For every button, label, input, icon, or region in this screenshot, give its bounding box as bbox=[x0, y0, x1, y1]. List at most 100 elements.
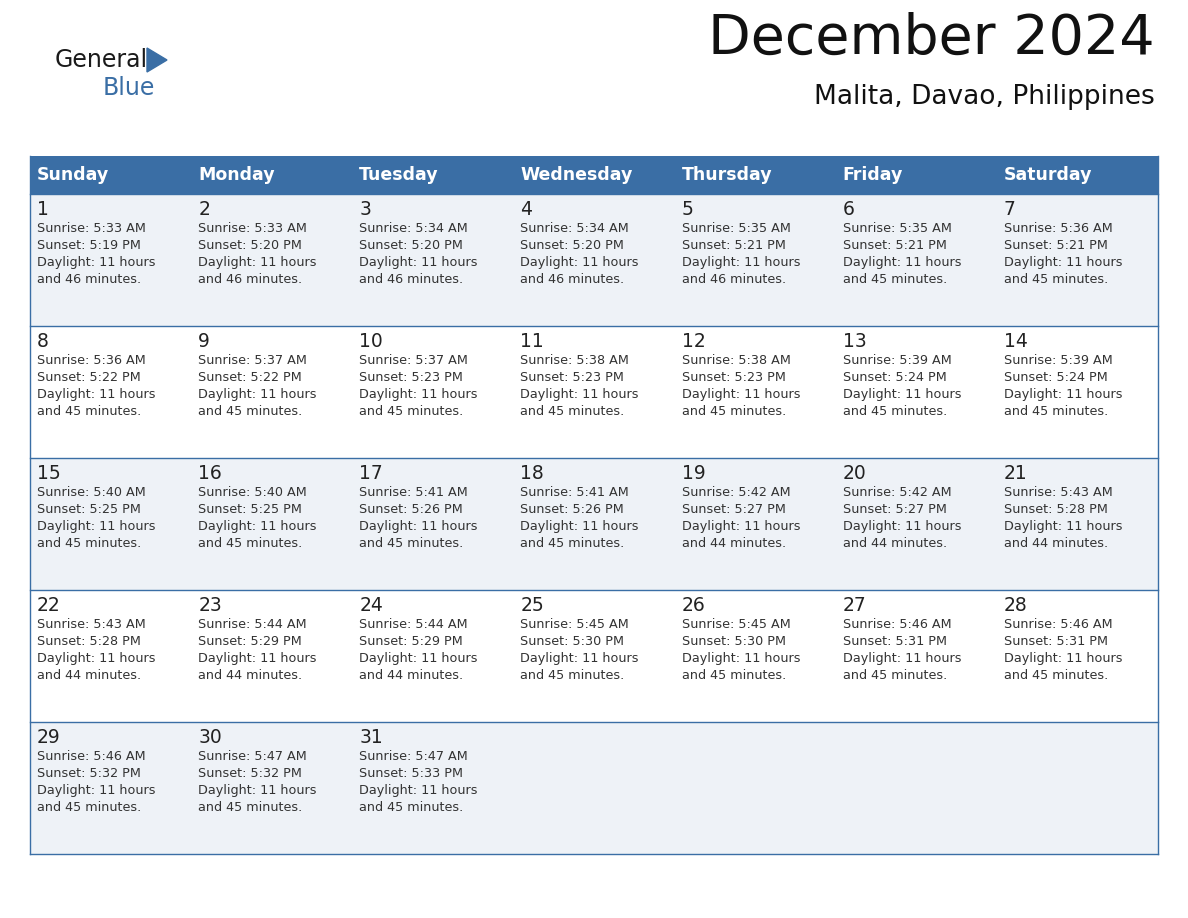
Text: 26: 26 bbox=[682, 596, 706, 615]
Text: Daylight: 11 hours: Daylight: 11 hours bbox=[37, 256, 156, 269]
Text: Tuesday: Tuesday bbox=[359, 166, 438, 184]
Text: Sunset: 5:21 PM: Sunset: 5:21 PM bbox=[842, 239, 947, 252]
Text: Sunrise: 5:34 AM: Sunrise: 5:34 AM bbox=[359, 222, 468, 235]
Text: 30: 30 bbox=[198, 728, 222, 747]
Bar bbox=[353, 156, 513, 194]
Bar bbox=[30, 590, 191, 722]
Text: and 45 minutes.: and 45 minutes. bbox=[1004, 669, 1108, 682]
Text: Sunset: 5:21 PM: Sunset: 5:21 PM bbox=[682, 239, 785, 252]
Text: 3: 3 bbox=[359, 200, 371, 219]
Text: General: General bbox=[55, 48, 148, 72]
Text: Daylight: 11 hours: Daylight: 11 hours bbox=[359, 256, 478, 269]
Polygon shape bbox=[147, 48, 168, 72]
Bar bbox=[30, 194, 191, 326]
Text: and 45 minutes.: and 45 minutes. bbox=[520, 669, 625, 682]
Text: 29: 29 bbox=[37, 728, 61, 747]
Text: Sunrise: 5:43 AM: Sunrise: 5:43 AM bbox=[37, 618, 146, 631]
Text: Daylight: 11 hours: Daylight: 11 hours bbox=[520, 652, 639, 665]
Text: and 45 minutes.: and 45 minutes. bbox=[198, 801, 303, 814]
Text: Sunset: 5:22 PM: Sunset: 5:22 PM bbox=[198, 371, 302, 384]
Text: Sunset: 5:25 PM: Sunset: 5:25 PM bbox=[198, 503, 302, 516]
Text: Sunrise: 5:44 AM: Sunrise: 5:44 AM bbox=[198, 618, 307, 631]
Bar bbox=[191, 156, 353, 194]
Text: Sunrise: 5:34 AM: Sunrise: 5:34 AM bbox=[520, 222, 630, 235]
Text: Daylight: 11 hours: Daylight: 11 hours bbox=[1004, 520, 1123, 533]
Text: Sunset: 5:23 PM: Sunset: 5:23 PM bbox=[682, 371, 785, 384]
Text: Sunset: 5:20 PM: Sunset: 5:20 PM bbox=[520, 239, 625, 252]
Text: 12: 12 bbox=[682, 332, 706, 351]
Text: 13: 13 bbox=[842, 332, 866, 351]
Bar bbox=[353, 590, 513, 722]
Text: Sunrise: 5:35 AM: Sunrise: 5:35 AM bbox=[682, 222, 790, 235]
Text: Sunrise: 5:39 AM: Sunrise: 5:39 AM bbox=[1004, 354, 1113, 367]
Text: and 45 minutes.: and 45 minutes. bbox=[359, 405, 463, 418]
Bar bbox=[675, 326, 835, 458]
Text: 16: 16 bbox=[198, 464, 222, 483]
Bar bbox=[353, 458, 513, 590]
Text: Saturday: Saturday bbox=[1004, 166, 1092, 184]
Text: Sunrise: 5:36 AM: Sunrise: 5:36 AM bbox=[37, 354, 146, 367]
Text: and 46 minutes.: and 46 minutes. bbox=[520, 273, 625, 286]
Text: Daylight: 11 hours: Daylight: 11 hours bbox=[1004, 388, 1123, 401]
Text: Sunset: 5:29 PM: Sunset: 5:29 PM bbox=[198, 635, 302, 648]
Text: and 45 minutes.: and 45 minutes. bbox=[842, 405, 947, 418]
Text: 15: 15 bbox=[37, 464, 61, 483]
Text: Sunrise: 5:47 AM: Sunrise: 5:47 AM bbox=[359, 750, 468, 763]
Text: 18: 18 bbox=[520, 464, 544, 483]
Text: Sunset: 5:32 PM: Sunset: 5:32 PM bbox=[37, 767, 141, 780]
Bar bbox=[513, 156, 675, 194]
Text: 24: 24 bbox=[359, 596, 384, 615]
Text: Sunset: 5:31 PM: Sunset: 5:31 PM bbox=[1004, 635, 1108, 648]
Text: 17: 17 bbox=[359, 464, 383, 483]
Text: Sunrise: 5:35 AM: Sunrise: 5:35 AM bbox=[842, 222, 952, 235]
Text: and 46 minutes.: and 46 minutes. bbox=[37, 273, 141, 286]
Text: 10: 10 bbox=[359, 332, 383, 351]
Bar bbox=[997, 458, 1158, 590]
Bar bbox=[513, 458, 675, 590]
Text: 8: 8 bbox=[37, 332, 49, 351]
Text: Daylight: 11 hours: Daylight: 11 hours bbox=[37, 520, 156, 533]
Text: Sunrise: 5:46 AM: Sunrise: 5:46 AM bbox=[842, 618, 952, 631]
Text: and 45 minutes.: and 45 minutes. bbox=[359, 801, 463, 814]
Text: Sunrise: 5:40 AM: Sunrise: 5:40 AM bbox=[198, 486, 307, 499]
Text: Blue: Blue bbox=[103, 76, 156, 100]
Text: Sunrise: 5:40 AM: Sunrise: 5:40 AM bbox=[37, 486, 146, 499]
Text: Daylight: 11 hours: Daylight: 11 hours bbox=[842, 256, 961, 269]
Text: Sunrise: 5:36 AM: Sunrise: 5:36 AM bbox=[1004, 222, 1113, 235]
Text: Sunset: 5:22 PM: Sunset: 5:22 PM bbox=[37, 371, 140, 384]
Bar bbox=[30, 722, 191, 854]
Bar bbox=[513, 722, 675, 854]
Text: Daylight: 11 hours: Daylight: 11 hours bbox=[359, 520, 478, 533]
Text: Sunset: 5:30 PM: Sunset: 5:30 PM bbox=[682, 635, 785, 648]
Text: Daylight: 11 hours: Daylight: 11 hours bbox=[520, 256, 639, 269]
Bar bbox=[835, 722, 997, 854]
Text: 1: 1 bbox=[37, 200, 49, 219]
Text: Daylight: 11 hours: Daylight: 11 hours bbox=[198, 652, 317, 665]
Text: Sunrise: 5:33 AM: Sunrise: 5:33 AM bbox=[37, 222, 146, 235]
Text: and 46 minutes.: and 46 minutes. bbox=[682, 273, 785, 286]
Bar bbox=[353, 194, 513, 326]
Text: Sunset: 5:28 PM: Sunset: 5:28 PM bbox=[1004, 503, 1107, 516]
Bar bbox=[997, 194, 1158, 326]
Bar bbox=[30, 458, 191, 590]
Text: Malita, Davao, Philippines: Malita, Davao, Philippines bbox=[814, 84, 1155, 110]
Text: 14: 14 bbox=[1004, 332, 1028, 351]
Text: Sunset: 5:24 PM: Sunset: 5:24 PM bbox=[1004, 371, 1107, 384]
Text: Sunrise: 5:41 AM: Sunrise: 5:41 AM bbox=[520, 486, 630, 499]
Text: Sunrise: 5:42 AM: Sunrise: 5:42 AM bbox=[682, 486, 790, 499]
Text: Sunrise: 5:33 AM: Sunrise: 5:33 AM bbox=[198, 222, 307, 235]
Bar bbox=[675, 458, 835, 590]
Text: Sunday: Sunday bbox=[37, 166, 109, 184]
Text: December 2024: December 2024 bbox=[708, 12, 1155, 66]
Text: Daylight: 11 hours: Daylight: 11 hours bbox=[359, 388, 478, 401]
Text: Sunrise: 5:37 AM: Sunrise: 5:37 AM bbox=[198, 354, 307, 367]
Text: 22: 22 bbox=[37, 596, 61, 615]
Text: 21: 21 bbox=[1004, 464, 1028, 483]
Bar bbox=[30, 326, 191, 458]
Bar bbox=[191, 194, 353, 326]
Bar bbox=[353, 326, 513, 458]
Text: and 45 minutes.: and 45 minutes. bbox=[37, 405, 141, 418]
Text: Daylight: 11 hours: Daylight: 11 hours bbox=[198, 784, 317, 797]
Text: Sunrise: 5:46 AM: Sunrise: 5:46 AM bbox=[1004, 618, 1112, 631]
Text: Sunset: 5:27 PM: Sunset: 5:27 PM bbox=[842, 503, 947, 516]
